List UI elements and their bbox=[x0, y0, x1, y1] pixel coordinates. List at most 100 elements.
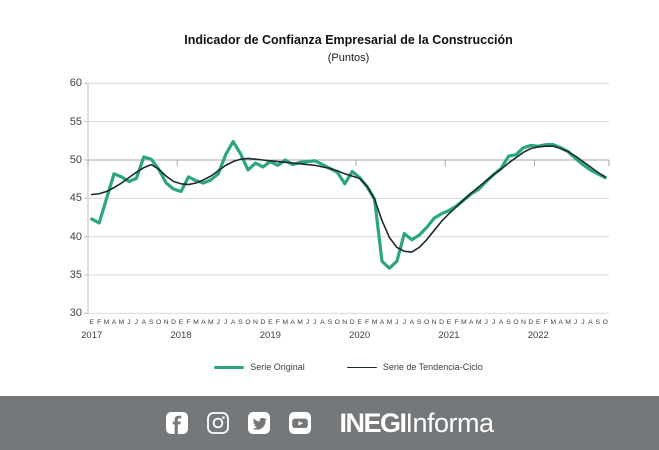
chart-title: Indicador de Confianza Empresarial de la… bbox=[184, 33, 513, 47]
month-label: S bbox=[327, 319, 333, 326]
y-tick-label-40: 40 bbox=[69, 230, 82, 243]
month-label: O bbox=[245, 319, 251, 326]
month-label: A bbox=[230, 319, 236, 326]
month-label: A bbox=[379, 319, 385, 326]
month-label: J bbox=[491, 319, 496, 326]
legend-item-serie-original: Serie Original bbox=[214, 362, 305, 372]
year-label-2017: 2017 bbox=[81, 330, 103, 341]
month-label: D bbox=[349, 319, 355, 326]
series-line-serie-original bbox=[90, 139, 607, 270]
month-label: A bbox=[141, 319, 147, 326]
year-label-2019: 2019 bbox=[259, 330, 281, 341]
serie-original-swatch bbox=[214, 365, 245, 369]
tendencia-ciclo-swatch bbox=[346, 366, 377, 368]
year-label-2022: 2022 bbox=[527, 330, 549, 341]
tendencia-ciclo-label: Serie de Tendencia-Ciclo bbox=[382, 362, 483, 372]
series-line-tendencia-ciclo bbox=[90, 145, 607, 253]
month-label: M bbox=[103, 319, 110, 326]
month-label: N bbox=[520, 319, 526, 326]
serie-original-label: Serie Original bbox=[250, 362, 305, 372]
month-label: E bbox=[536, 319, 541, 326]
month-label: A bbox=[498, 319, 504, 326]
month-label: J bbox=[395, 319, 399, 326]
logo-informa-text: Informa bbox=[405, 407, 494, 438]
month-label: J bbox=[223, 319, 228, 326]
month-label: O bbox=[423, 319, 430, 326]
month-label: O bbox=[602, 319, 608, 326]
month-label: J bbox=[402, 319, 407, 326]
month-label: J bbox=[581, 319, 585, 326]
month-label: M bbox=[282, 319, 289, 326]
month-label: D bbox=[439, 319, 444, 326]
month-label: A bbox=[290, 319, 295, 326]
month-label: F bbox=[275, 319, 280, 326]
month-label: J bbox=[573, 319, 578, 326]
month-label: E bbox=[178, 319, 184, 326]
y-tick-label-60: 60 bbox=[69, 77, 82, 90]
month-label: A bbox=[558, 319, 563, 326]
month-label: A bbox=[409, 319, 415, 326]
month-label: F bbox=[543, 319, 548, 326]
month-label: S bbox=[148, 319, 154, 326]
month-label: O bbox=[334, 319, 340, 326]
month-label: J bbox=[134, 319, 139, 326]
month-label: M bbox=[550, 319, 557, 326]
month-label: F bbox=[365, 319, 370, 326]
month-label: A bbox=[588, 319, 593, 326]
month-label: E bbox=[268, 319, 273, 326]
instagram-icon[interactable] bbox=[206, 411, 230, 435]
month-label: A bbox=[111, 319, 117, 326]
month-label: E bbox=[89, 319, 94, 326]
logo-inegi-text: INEGI bbox=[339, 407, 407, 438]
year-label-2021: 2021 bbox=[438, 330, 460, 341]
month-label: M bbox=[193, 319, 199, 326]
month-label: J bbox=[305, 319, 310, 326]
month-label: D bbox=[260, 319, 266, 326]
facebook-icon[interactable] bbox=[165, 411, 189, 435]
month-label: J bbox=[216, 319, 220, 326]
month-label: J bbox=[313, 319, 317, 326]
month-label: S bbox=[416, 319, 422, 326]
y-tick-label-50: 50 bbox=[69, 154, 82, 166]
month-label: O bbox=[513, 319, 519, 326]
twitter-icon[interactable] bbox=[247, 411, 271, 435]
month-label: A bbox=[201, 319, 206, 326]
month-label: F bbox=[186, 319, 191, 326]
month-label: A bbox=[320, 319, 325, 326]
month-label: F bbox=[454, 319, 459, 326]
chart-legend: Serie Original Serie de Tendencia-Ciclo bbox=[88, 358, 609, 376]
month-label: J bbox=[127, 319, 131, 326]
year-label-2020: 2020 bbox=[349, 330, 371, 341]
chart-subtitle: (Puntos) bbox=[327, 52, 370, 64]
month-label: E bbox=[357, 319, 362, 326]
month-label: N bbox=[342, 319, 348, 326]
month-label: M bbox=[371, 319, 378, 326]
month-label: S bbox=[238, 319, 243, 326]
inegi-informa-logo: INEGI Informa bbox=[339, 407, 494, 439]
month-label: D bbox=[171, 319, 177, 326]
year-label-2018: 2018 bbox=[170, 330, 192, 341]
month-label: M bbox=[565, 319, 571, 326]
youtube-icon[interactable] bbox=[288, 411, 312, 435]
month-label: M bbox=[386, 319, 393, 326]
month-label: N bbox=[252, 319, 258, 326]
legend-item-tendencia-ciclo: Serie de Tendencia-Ciclo bbox=[346, 362, 483, 372]
month-label: S bbox=[595, 319, 601, 326]
month-label: J bbox=[484, 319, 488, 326]
month-label: S bbox=[506, 319, 511, 326]
month-label: M bbox=[297, 319, 303, 326]
month-label: M bbox=[118, 319, 125, 326]
inegi-footer-bar: INEGI Informa bbox=[0, 396, 659, 450]
month-label: A bbox=[469, 319, 474, 326]
month-label: O bbox=[156, 319, 162, 326]
y-tick-label-55: 55 bbox=[69, 115, 82, 128]
month-label: F bbox=[97, 319, 102, 326]
month-label: D bbox=[528, 319, 534, 326]
month-label: M bbox=[207, 319, 214, 326]
month-label: E bbox=[446, 319, 452, 326]
y-tick-label-45: 45 bbox=[69, 192, 82, 205]
y-tick-label-30: 30 bbox=[69, 307, 82, 320]
month-label: M bbox=[475, 319, 482, 326]
